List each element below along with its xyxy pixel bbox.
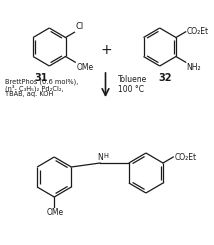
Text: OMe: OMe [47,208,64,217]
Text: +: + [101,43,112,57]
Text: N: N [97,153,103,162]
Text: NH₂: NH₂ [187,63,201,72]
Text: OMe: OMe [76,63,93,72]
Text: 32: 32 [158,73,171,83]
Text: CO₂Et: CO₂Et [187,27,209,36]
Text: (η³- C₃H₅)₂ Pd₂Cl₂,: (η³- C₃H₅)₂ Pd₂Cl₂, [5,84,64,92]
Text: Cl: Cl [75,22,84,31]
Text: TBAB, aq. KOH: TBAB, aq. KOH [5,91,53,97]
Text: H: H [104,153,108,159]
Text: 31: 31 [35,73,48,83]
Text: 100 °C: 100 °C [118,85,144,94]
Text: BrettPhos (0.6 mol%),: BrettPhos (0.6 mol%), [5,79,78,85]
Text: Toluene: Toluene [118,75,148,85]
Text: CO₂Et: CO₂Et [174,152,196,161]
